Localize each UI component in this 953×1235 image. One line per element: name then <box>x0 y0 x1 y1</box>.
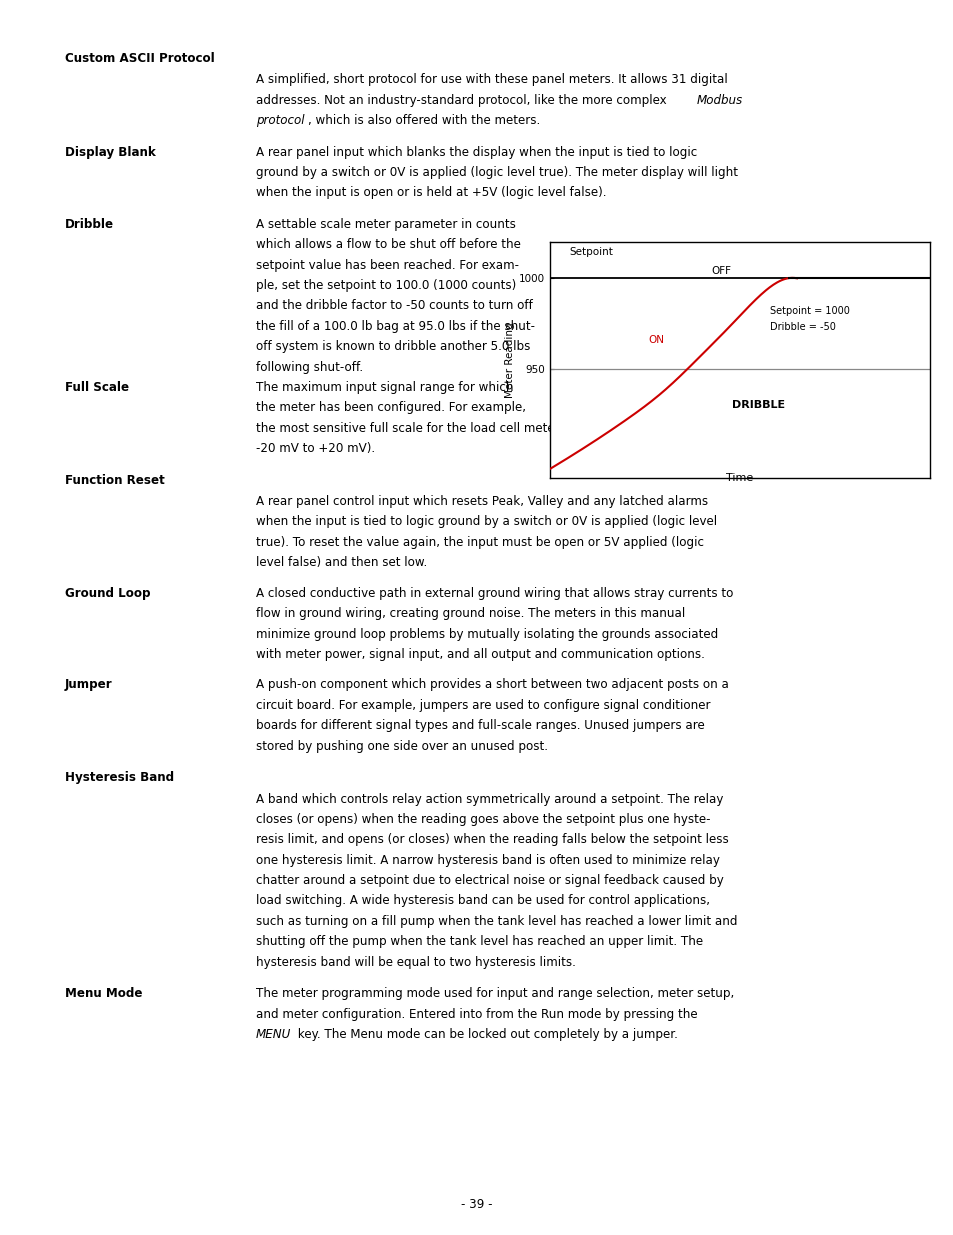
Text: stored by pushing one side over an unused post.: stored by pushing one side over an unuse… <box>255 740 547 752</box>
Text: and meter configuration. Entered into from the Run mode by pressing the: and meter configuration. Entered into fr… <box>255 1008 697 1020</box>
Text: level false) and then set low.: level false) and then set low. <box>255 556 427 569</box>
Text: A rear panel input which blanks the display when the input is tied to logic: A rear panel input which blanks the disp… <box>255 146 697 158</box>
Text: Dribble = -50: Dribble = -50 <box>770 322 836 332</box>
Text: A simplified, short protocol for use with these panel meters. It allows 31 digit: A simplified, short protocol for use wit… <box>255 73 726 86</box>
Text: chatter around a setpoint due to electrical noise or signal feedback caused by: chatter around a setpoint due to electri… <box>255 874 722 887</box>
Text: DRIBBLE: DRIBBLE <box>732 400 784 410</box>
Text: Display Blank: Display Blank <box>65 146 155 158</box>
Text: the fill of a 100.0 lb bag at 95.0 lbs if the shut-: the fill of a 100.0 lb bag at 95.0 lbs i… <box>255 320 534 333</box>
Text: true). To reset the value again, the input must be open or 5V applied (logic: true). To reset the value again, the inp… <box>255 536 703 548</box>
Text: Time: Time <box>725 473 753 483</box>
Text: addresses. Not an industry-standard protocol, like the more complex: addresses. Not an industry-standard prot… <box>255 94 669 106</box>
Text: A rear panel control input which resets Peak, Valley and any latched alarms: A rear panel control input which resets … <box>255 495 707 508</box>
Text: A settable scale meter parameter in counts: A settable scale meter parameter in coun… <box>255 217 515 231</box>
Text: Jumper: Jumper <box>65 678 112 692</box>
Text: hysteresis band will be equal to two hysteresis limits.: hysteresis band will be equal to two hys… <box>255 956 575 968</box>
Text: closes (or opens) when the reading goes above the setpoint plus one hyste-: closes (or opens) when the reading goes … <box>255 813 709 826</box>
Text: Menu Mode: Menu Mode <box>65 987 142 1000</box>
Text: MENU: MENU <box>255 1028 291 1041</box>
Text: key. The Menu mode can be locked out completely by a jumper.: key. The Menu mode can be locked out com… <box>294 1028 677 1041</box>
Text: Function Reset: Function Reset <box>65 474 165 487</box>
Text: ple, set the setpoint to 100.0 (1000 counts): ple, set the setpoint to 100.0 (1000 cou… <box>255 279 516 293</box>
Text: flow in ground wiring, creating ground noise. The meters in this manual: flow in ground wiring, creating ground n… <box>255 608 684 620</box>
Text: ON: ON <box>648 335 664 345</box>
Text: which allows a flow to be shut off before the: which allows a flow to be shut off befor… <box>255 238 520 252</box>
Text: the most sensitive full scale for the load cell meter is ±20 mV (signal range fr: the most sensitive full scale for the lo… <box>255 421 739 435</box>
Text: following shut-off.: following shut-off. <box>255 361 362 374</box>
Text: Modbus: Modbus <box>696 94 741 106</box>
Text: such as turning on a fill pump when the tank level has reached a lower limit and: such as turning on a fill pump when the … <box>255 915 737 927</box>
Text: one hysteresis limit. A narrow hysteresis band is often used to minimize relay: one hysteresis limit. A narrow hysteresi… <box>255 853 719 867</box>
Text: Full Scale: Full Scale <box>65 380 129 394</box>
Text: A push-on component which provides a short between two adjacent posts on a: A push-on component which provides a sho… <box>255 678 728 692</box>
Text: The meter programming mode used for input and range selection, meter setup,: The meter programming mode used for inpu… <box>255 987 733 1000</box>
Text: off system is known to dribble another 5.0 lbs: off system is known to dribble another 5… <box>255 340 530 353</box>
Text: A closed conductive path in external ground wiring that allows stray currents to: A closed conductive path in external gro… <box>255 587 732 600</box>
Text: - 39 -: - 39 - <box>460 1198 493 1212</box>
Text: when the input is open or is held at +5V (logic level false).: when the input is open or is held at +5V… <box>255 186 605 199</box>
Text: boards for different signal types and full-scale ranges. Unused jumpers are: boards for different signal types and fu… <box>255 719 703 732</box>
Text: Ground Loop: Ground Loop <box>65 587 151 600</box>
Text: Custom ASCII Protocol: Custom ASCII Protocol <box>65 52 214 65</box>
Text: A band which controls relay action symmetrically around a setpoint. The relay: A band which controls relay action symme… <box>255 793 722 805</box>
Text: Hysteresis Band: Hysteresis Band <box>65 771 173 784</box>
Text: protocol: protocol <box>255 114 304 127</box>
Text: setpoint value has been reached. For exam-: setpoint value has been reached. For exa… <box>255 258 518 272</box>
Text: Setpoint = 1000: Setpoint = 1000 <box>770 306 849 316</box>
Text: circuit board. For example, jumpers are used to configure signal conditioner: circuit board. For example, jumpers are … <box>255 699 709 711</box>
Text: Dribble: Dribble <box>65 217 113 231</box>
Y-axis label: Meter Reading: Meter Reading <box>504 322 515 398</box>
Text: ground by a switch or 0V is applied (logic level true). The meter display will l: ground by a switch or 0V is applied (log… <box>255 165 737 179</box>
Text: The maximum input signal range for which: The maximum input signal range for which <box>255 380 513 394</box>
Text: load switching. A wide hysteresis band can be used for control applications,: load switching. A wide hysteresis band c… <box>255 894 709 908</box>
Text: , which is also offered with the meters.: , which is also offered with the meters. <box>308 114 539 127</box>
Text: with meter power, signal input, and all output and communication options.: with meter power, signal input, and all … <box>255 648 704 661</box>
Text: and the dribble factor to -50 counts to turn off: and the dribble factor to -50 counts to … <box>255 299 532 312</box>
Text: resis limit, and opens (or closes) when the reading falls below the setpoint les: resis limit, and opens (or closes) when … <box>255 834 728 846</box>
Text: shutting off the pump when the tank level has reached an upper limit. The: shutting off the pump when the tank leve… <box>255 935 702 948</box>
Text: -20 mV to +20 mV).: -20 mV to +20 mV). <box>255 442 375 456</box>
Text: when the input is tied to logic ground by a switch or 0V is applied (logic level: when the input is tied to logic ground b… <box>255 515 716 529</box>
Text: OFF: OFF <box>710 267 730 277</box>
Text: minimize ground loop problems by mutually isolating the grounds associated: minimize ground loop problems by mutuall… <box>255 627 718 641</box>
Text: Setpoint: Setpoint <box>568 247 612 257</box>
Text: the meter has been configured. For example,: the meter has been configured. For examp… <box>255 401 525 415</box>
